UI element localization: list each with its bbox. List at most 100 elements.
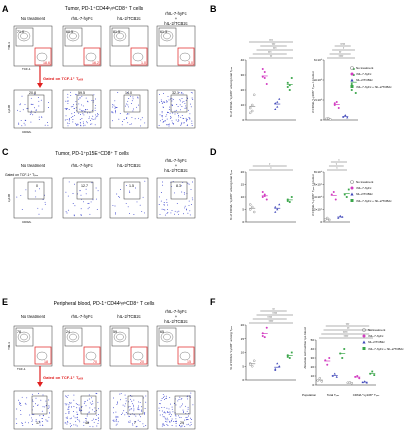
cell-event-dot bbox=[116, 193, 118, 195]
cell-event-dot bbox=[89, 213, 91, 215]
cell-event-dot bbox=[95, 115, 97, 117]
cell-event-dot bbox=[88, 398, 90, 400]
cell-event-dot bbox=[190, 417, 191, 419]
cell-event-dot bbox=[139, 421, 141, 422]
cell-event-dot bbox=[87, 101, 89, 103]
cell-event-dot bbox=[72, 116, 74, 117]
cell-event-dot bbox=[119, 196, 121, 198]
data-point bbox=[326, 363, 329, 366]
cell-event-dot bbox=[89, 425, 91, 427]
cell-event-dot bbox=[74, 417, 76, 419]
b-legend-1: No treatment bbox=[356, 66, 374, 70]
data-point bbox=[354, 92, 357, 94]
cell-event-dot bbox=[167, 112, 169, 114]
cell-event-dot bbox=[81, 110, 83, 112]
data-point bbox=[343, 193, 346, 196]
cell-event-dot bbox=[93, 100, 95, 102]
e-gate-text: Gated on TCF-1⁺ Tₚₑₓ bbox=[43, 375, 84, 380]
cell-event-dot bbox=[179, 406, 181, 408]
cell-event-dot bbox=[115, 415, 117, 417]
cell-event-dot bbox=[89, 407, 91, 409]
c-gate-text: Gated on TCF-1⁺ Tₚₑₓ bbox=[5, 173, 39, 177]
cell-event-dot bbox=[129, 409, 131, 411]
cell-event-dot bbox=[32, 399, 33, 401]
cell-event-dot bbox=[181, 106, 183, 107]
cell-event-dot bbox=[162, 397, 164, 399]
cell-event-dot bbox=[183, 193, 185, 195]
cell-event-dot bbox=[134, 118, 136, 120]
cell-event-dot bbox=[48, 405, 50, 407]
cell-event-dot bbox=[90, 123, 92, 125]
cell-event-dot bbox=[129, 95, 131, 97]
data-point bbox=[249, 208, 252, 211]
cell-event-dot bbox=[70, 426, 71, 428]
cell-event-dot bbox=[166, 118, 168, 120]
cell-event-dot bbox=[30, 110, 32, 112]
cell-event-dot bbox=[161, 398, 163, 399]
b-legend-3: hIL-2/TCB2c bbox=[356, 78, 373, 82]
cell-event-dot bbox=[111, 112, 113, 114]
cell-event-dot bbox=[67, 420, 68, 422]
cell-event-dot bbox=[167, 411, 169, 413]
cell-event-dot bbox=[170, 116, 172, 118]
d-legend-2: rhIL-7-hyFc bbox=[356, 186, 372, 190]
cell-event-dot bbox=[135, 415, 137, 417]
cell-event-dot bbox=[166, 124, 168, 126]
data-point bbox=[333, 104, 336, 106]
cell-event-dot bbox=[86, 109, 88, 111]
cell-event-dot bbox=[127, 92, 129, 94]
cell-event-dot bbox=[26, 397, 28, 399]
cell-event-dot bbox=[169, 123, 171, 125]
cell-event-dot bbox=[85, 417, 87, 419]
a-ylabel-top: TIM-3 bbox=[7, 42, 11, 50]
cell-event-dot bbox=[90, 201, 92, 203]
data-point bbox=[261, 191, 264, 193]
cell-event-dot bbox=[181, 398, 183, 400]
cell-event-dot bbox=[67, 421, 69, 423]
cell-event-dot bbox=[70, 116, 72, 118]
data-point bbox=[290, 351, 293, 354]
cell-event-dot bbox=[97, 417, 99, 419]
cell-event-dot bbox=[191, 125, 193, 127]
cell-event-dot bbox=[89, 112, 91, 114]
cell-event-dot bbox=[192, 99, 194, 100]
a-xlabel-bottom: CD62L bbox=[22, 130, 32, 134]
e-num-tl-2: 24 bbox=[66, 330, 70, 334]
cell-event-dot bbox=[71, 113, 73, 115]
cell-event-dot bbox=[47, 124, 49, 126]
sig-stars: **** bbox=[272, 312, 278, 316]
cell-event-dot bbox=[97, 401, 99, 403]
cell-event-dot bbox=[22, 425, 24, 426]
cell-event-dot bbox=[73, 415, 75, 417]
cell-event-dot bbox=[165, 419, 167, 421]
cell-event-dot bbox=[137, 419, 139, 421]
data-point bbox=[288, 84, 291, 87]
e-xlabel-top: TCF-1 bbox=[17, 367, 26, 371]
b-right-ylabel: # CD62L⁺Ly108⁺ Tₚₑₓ / g tumor bbox=[311, 71, 315, 113]
data-point bbox=[274, 210, 277, 213]
cell-event-dot bbox=[113, 104, 115, 106]
cell-event-dot bbox=[48, 406, 50, 408]
cell-event-dot bbox=[82, 123, 84, 125]
data-point bbox=[341, 215, 344, 218]
cell-event-dot bbox=[163, 202, 165, 203]
cell-event-dot bbox=[188, 183, 190, 185]
cell-event-dot bbox=[21, 422, 23, 424]
y-tick-label: 20 bbox=[241, 170, 245, 174]
y-tick-label: 0 bbox=[320, 220, 322, 224]
data-point bbox=[339, 352, 342, 355]
c-cond-5: hIL-2/TCB2c bbox=[164, 168, 188, 173]
cell-event-dot bbox=[127, 122, 129, 124]
cell-event-dot bbox=[166, 111, 168, 113]
sig-stars: ** bbox=[270, 55, 273, 59]
cell-event-dot bbox=[159, 93, 160, 95]
e-num-tl-4: 65 bbox=[160, 330, 164, 334]
cell-event-dot bbox=[97, 112, 99, 114]
cell-event-dot bbox=[65, 395, 67, 397]
data-point bbox=[329, 118, 332, 121]
a-gate-arrow: Gated on TCF-1⁺ Tₚₑₓ bbox=[37, 66, 84, 88]
cell-event-dot bbox=[144, 180, 146, 182]
cell-event-dot bbox=[177, 121, 179, 122]
sig-stars: * bbox=[336, 167, 338, 171]
